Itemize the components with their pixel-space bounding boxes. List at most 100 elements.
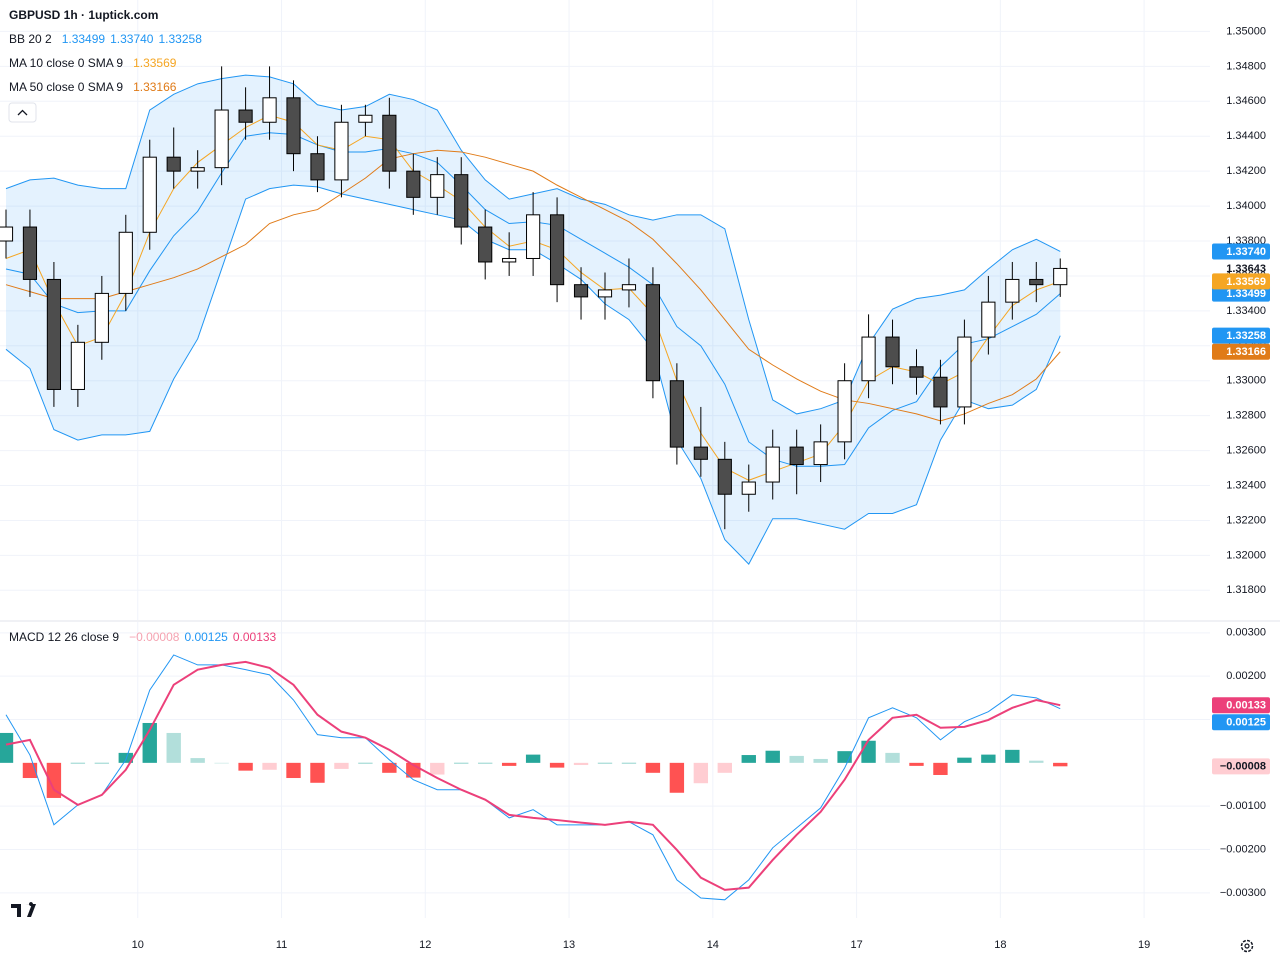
histogram-bar [214,762,229,764]
candle [166,127,181,189]
y-tick-label: 1.34800 [1226,60,1266,72]
collapse-button[interactable] [8,102,37,123]
price-badge-label: 1.33166 [1226,346,1266,358]
histogram-bar [478,762,493,764]
histogram-bar [645,762,661,773]
price-badge-label: 1.33569 [1226,276,1266,288]
histogram-bar [70,762,86,764]
axes: 10 11 12 13 14 17 18 19 1.31800 1.32000 1.32200 1.3… [132,25,1270,951]
candle-body [549,214,565,286]
price-badge-label: −0.00008 [1220,761,1266,773]
settings-button[interactable] [1240,939,1254,953]
candle-body [1005,278,1020,303]
candle-body [861,336,876,382]
candle [430,157,445,215]
histogram-bar [190,758,205,763]
histogram-bar [861,740,876,763]
candle-body [981,301,996,338]
histogram-bar [669,762,685,793]
candle-body [933,376,948,408]
legend: BB 20 2 1.33499 1.33740 1.33258 MA 10 close … [9,32,277,644]
price-badge: 1.33643 [1226,263,1266,275]
y-tick-label: 1.33400 [1226,305,1266,317]
price-badge-box [1212,758,1270,775]
candle-body [789,446,804,466]
candle-body [813,441,828,466]
gear-hub [1244,943,1250,949]
candle-body [717,458,732,495]
candle-body [166,156,181,172]
histogram-bar [573,762,589,766]
candle [693,406,708,477]
histogram-bar [454,762,469,764]
legend-value: −0.00008 [129,630,180,644]
histogram-bar [430,762,445,775]
histogram-bar [597,762,613,764]
x-tick-label: 10 [132,939,144,951]
legend-name: BB 20 2 [9,32,52,46]
chart-title: GBPUSD 1h · 1uptick.com [9,8,158,22]
gear[interactable] [1240,939,1254,953]
histogram-bar [0,732,14,763]
candle-body [957,336,972,408]
candle [382,97,397,189]
y-tick-label: −0.00300 [1220,887,1266,899]
histogram-bar [501,762,517,766]
indicator-line [5,149,1061,422]
price-badge-box [1212,714,1270,731]
candle-body [502,257,517,263]
price-badge: 0.00125 [1212,714,1270,731]
indicator-line [5,654,1061,901]
candle [142,139,157,250]
candle [190,150,205,189]
tradingview-logo [11,902,36,917]
y-tick-label: 1.32200 [1226,514,1266,526]
candle-body [1053,267,1068,286]
candle-body [765,446,780,483]
y-tick-label: −0.00200 [1220,843,1266,855]
histogram-bar [1029,760,1044,763]
histogram-bar [1005,749,1020,763]
price-badge-box [1212,327,1270,344]
histogram-bar [981,754,996,763]
price-badge-label: 1.33740 [1226,246,1266,258]
candle-body [262,97,277,123]
candle [621,258,637,308]
y-tick-label: 1.33000 [1226,375,1266,387]
histogram-bar [813,758,828,763]
histogram-bar [693,762,709,784]
histogram-bar [765,750,780,763]
legend-name: MA 50 close 0 SMA 9 [9,80,123,94]
candle-body [885,336,900,368]
candle-body [454,174,469,228]
candle-body [526,214,541,259]
candle-body [837,380,852,443]
candle [813,424,828,483]
histogram-bar [46,762,62,798]
histogram-bar [382,762,397,773]
candle [645,267,661,399]
candle [573,267,589,320]
legend-value: 0.00125 [184,630,228,644]
grid [0,0,1210,918]
candle [717,441,732,530]
y-tick-label: 0.00200 [1226,670,1266,682]
candle [70,324,85,407]
logo-mark [11,902,33,917]
legend-value: 1.33499 [62,32,106,46]
price-badge: 1.33499 [1212,285,1270,302]
candle-body [741,481,756,495]
candle [358,104,373,137]
histogram-bar [310,762,325,783]
price-badge: 0.00133 [1212,697,1270,714]
y-tick-label: 1.32000 [1226,549,1266,561]
price-badge-box [1212,285,1270,302]
histogram-bar [238,762,253,771]
candle [118,214,133,311]
candle [334,104,349,198]
collapse-button-box[interactable] [8,102,37,123]
histogram-bar [789,755,804,763]
